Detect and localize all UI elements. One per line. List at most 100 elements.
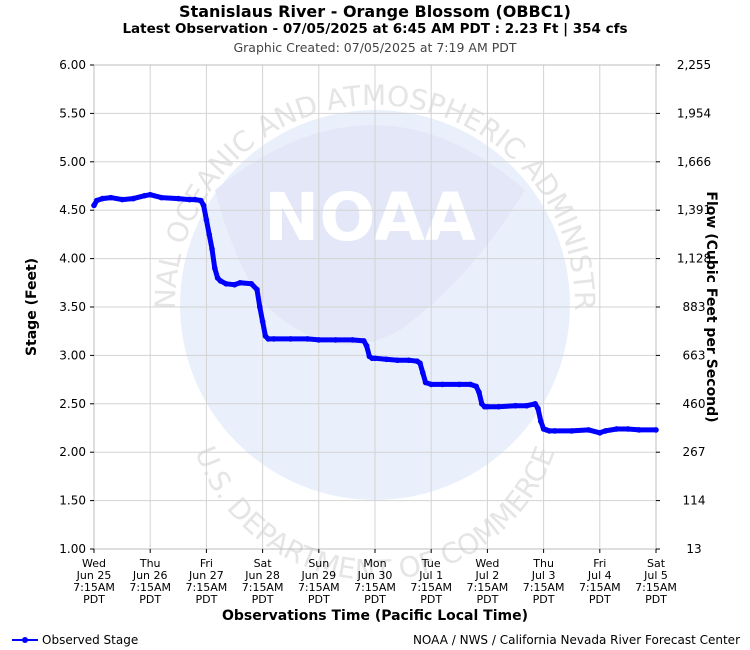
grid-lines xyxy=(93,64,657,550)
stage-point xyxy=(546,428,553,434)
x-tick-label: Sun Jun 29 7:15AM PDT xyxy=(298,557,340,606)
stage-point xyxy=(467,381,474,388)
x-tick-label: Sat Jun 28 7:15AM PDT xyxy=(242,557,284,606)
y2-tick-label: 883 xyxy=(683,300,706,314)
y2-tick-label: 13 xyxy=(686,542,701,556)
legend-label: Observed Stage xyxy=(42,633,139,647)
stage-point xyxy=(613,426,620,432)
stage-point xyxy=(417,360,423,366)
stage-point xyxy=(271,336,277,342)
x-tick-label: Wed Jun 25 7:15AM PDT xyxy=(73,557,115,606)
stage-point xyxy=(256,304,263,310)
stage-point xyxy=(625,426,631,432)
stage-point xyxy=(422,379,429,386)
stage-point xyxy=(473,383,479,390)
observed-stage-series xyxy=(91,191,659,436)
stage-point xyxy=(231,281,238,288)
x-axis-ticks: Wed Jun 25 7:15AM PDT Thu Jun 26 7:15AM PDT Fri J… xyxy=(73,549,677,606)
stage-point xyxy=(535,405,541,412)
graphic-created-note: Graphic Created: 07/05/2025 at 7:19 AM P… xyxy=(233,40,517,55)
y-tick-label: 2.00 xyxy=(59,445,86,459)
stage-point xyxy=(130,195,137,202)
x-tick-label: Wed Jul 2 7:15AM PDT xyxy=(467,557,509,606)
stage-point xyxy=(186,196,193,203)
stage-point xyxy=(94,197,100,204)
footer-credit: NOAA / NWS / California Nevada River For… xyxy=(412,633,740,647)
stage-point xyxy=(363,342,370,349)
y2-tick-label: 663 xyxy=(683,348,706,362)
page-title: Stanislaus River - Orange Blossom (OBBC1… xyxy=(179,2,571,21)
stage-point xyxy=(636,427,642,433)
stage-point xyxy=(141,192,148,199)
stage-point xyxy=(523,402,530,409)
stage-point xyxy=(287,336,294,342)
stage-point xyxy=(332,337,339,343)
stage-point xyxy=(597,430,603,436)
y-tick-label: 4.50 xyxy=(59,203,86,217)
stage-point xyxy=(428,381,435,388)
y2-tick-label: 1,128 xyxy=(677,252,711,266)
stage-point xyxy=(653,427,659,433)
stage-point xyxy=(552,428,558,434)
y-tick-label: 3.00 xyxy=(59,348,86,362)
noaa-watermark: NOAA NATIONAL OCEANIC AND ATMOSPHERIC AD… xyxy=(0,0,601,587)
watermark-bird-shape xyxy=(215,125,525,345)
stage-point xyxy=(147,191,153,198)
stage-point xyxy=(91,202,97,209)
stage-point xyxy=(197,197,204,204)
x-tick-label: Thu Jul 3 7:15AM PDT xyxy=(523,557,565,606)
y-tick-label: 6.00 xyxy=(59,58,86,72)
latest-observation-subtitle: Latest Observation - 07/05/2025 at 6:45 … xyxy=(122,21,628,37)
y2-tick-label: 1,954 xyxy=(677,106,711,120)
y-tick-label: 5.00 xyxy=(59,155,86,169)
stage-point xyxy=(237,280,243,286)
stage-point xyxy=(405,357,412,364)
x-tick-label: Thu Jun 26 7:15AM PDT xyxy=(129,557,171,606)
chart-legend: Observed Stage xyxy=(12,633,138,647)
stage-point xyxy=(456,381,463,388)
watermark-logo-text: NOAA xyxy=(264,179,476,256)
stage-point xyxy=(254,286,260,293)
stage-point xyxy=(349,337,356,343)
y2-tick-label: 460 xyxy=(683,397,706,411)
x-tick-label: Mon Jun 30 7:15AM PDT xyxy=(354,557,396,606)
legend-line-marker xyxy=(12,637,38,643)
stage-point xyxy=(212,265,218,272)
x-tick-label: Tue Jul 1 7:15AM PDT xyxy=(410,557,452,606)
stage-point xyxy=(568,428,575,434)
y-tick-label: 2.50 xyxy=(59,397,86,411)
stage-point xyxy=(119,196,125,203)
y-tick-label: 5.50 xyxy=(59,106,86,120)
y2-tick-label: 1,391 xyxy=(677,203,711,217)
y-tick-label: 1.50 xyxy=(59,494,86,508)
y-axis-ticks: 1.00 1.50 2.00 2.50 3.00 3.50 4.00 4.50 5.00 5.50… xyxy=(59,58,94,556)
stage-point xyxy=(304,336,311,342)
x-axis-label: Observations Time (Pacific Local Time) xyxy=(222,608,528,624)
stage-point xyxy=(217,278,224,284)
stage-flow-chart: NOAA NATIONAL OCEANIC AND ATMOSPHERIC AD… xyxy=(0,0,719,624)
x-tick-label: Sat Jul 5 7:15AM PDT xyxy=(635,557,677,606)
y-tick-label: 4.00 xyxy=(59,252,86,266)
stage-point xyxy=(394,357,401,364)
stage-point xyxy=(484,403,491,410)
y2-axis-ticks: 13 114 267 460 663 883 1,128 1,391 1,666 1,954 2,2… xyxy=(656,58,711,556)
y2-tick-label: 1,666 xyxy=(677,155,711,169)
y2-tick-label: 114 xyxy=(683,494,706,508)
stage-point xyxy=(495,403,502,410)
stage-point xyxy=(203,217,210,223)
stage-point xyxy=(372,355,378,362)
stage-point xyxy=(585,427,592,433)
stage-point xyxy=(439,381,446,388)
stage-point xyxy=(265,336,272,342)
stage-point xyxy=(360,338,367,344)
x-tick-label: Fri Jul 4 7:15AM PDT xyxy=(579,557,621,606)
stage-point xyxy=(383,356,390,363)
stage-point xyxy=(419,370,426,376)
y-tick-label: 1.00 xyxy=(59,542,86,556)
stage-point xyxy=(316,337,322,343)
y2-tick-label: 2,255 xyxy=(677,58,711,72)
stage-point xyxy=(206,231,213,238)
stage-point xyxy=(223,280,229,287)
y-tick-label: 3.50 xyxy=(59,300,86,314)
stage-point xyxy=(200,202,207,209)
